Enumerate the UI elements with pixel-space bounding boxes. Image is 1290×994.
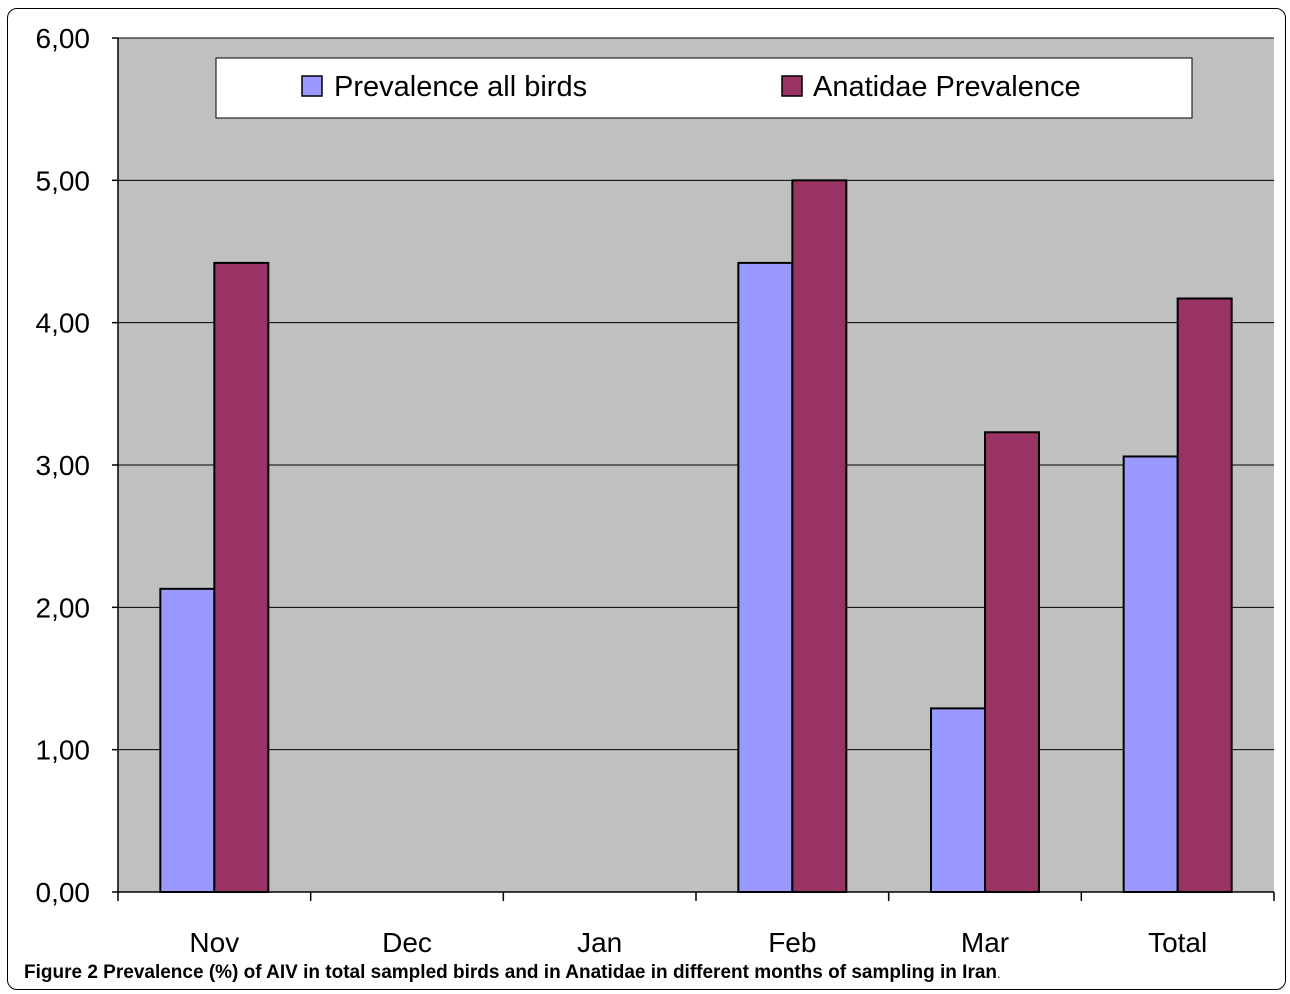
grid-lines: [118, 37, 1274, 751]
x-tick-label: Feb: [768, 927, 816, 958]
legend-label-all-birds: Prevalence all birds: [334, 71, 587, 103]
bar-nov-all-birds: [159, 587, 216, 894]
y-tick-label: 6,00: [36, 23, 91, 54]
y-tick-labels: 0,00 1,00 2,00 3,00 4,00 5,00 6,00: [36, 23, 91, 908]
y-tick-label: 1,00: [36, 735, 91, 766]
caption-lead: Figure 2: [24, 962, 98, 983]
bars: [159, 179, 1233, 894]
caption-text: Prevalence (%) of AIV in total sampled b…: [97, 962, 998, 983]
bar-total-all-birds: [1122, 455, 1179, 893]
legend-swatch-anatidae: [781, 75, 803, 97]
bar-mar-all-birds: [930, 707, 986, 894]
axes: [112, 37, 1275, 901]
bar-chart: 0,00 1,00 2,00 3,00 4,00 5,00 6,00 Nov Dec Jan Fe…: [36, 23, 1275, 958]
figure-caption: Figure 2 Prevalence (%) of AIV in total …: [24, 962, 1274, 984]
caption-tail: .: [997, 966, 1001, 981]
y-tick-label: 4,00: [36, 308, 91, 339]
legend: Prevalence all birds Anatidae Prevalence: [215, 57, 1193, 119]
bar-mar-anatidae: [984, 431, 1040, 893]
legend-label-anatidae: Anatidae Prevalence: [813, 71, 1081, 103]
y-tick-label: 3,00: [36, 450, 91, 481]
y-tick-label: 2,00: [36, 592, 91, 623]
x-tick-label: Mar: [961, 927, 1009, 958]
y-tick-label: 5,00: [36, 165, 91, 196]
y-tick-label: 0,00: [36, 877, 91, 908]
bar-total-anatidae: [1176, 297, 1233, 894]
bar-nov-anatidae: [213, 261, 270, 893]
x-tick-label: Nov: [189, 927, 239, 958]
legend-box: [215, 57, 1193, 119]
legend-swatch-all-birds: [301, 75, 323, 97]
x-tick-label: Total: [1148, 927, 1207, 958]
bar-feb-anatidae: [791, 179, 848, 894]
x-tick-labels: Nov Dec Jan Feb Mar Total: [189, 927, 1207, 958]
x-tick-label: Jan: [577, 927, 622, 958]
bar-feb-all-birds: [737, 261, 794, 893]
x-tick-label: Dec: [382, 927, 432, 958]
